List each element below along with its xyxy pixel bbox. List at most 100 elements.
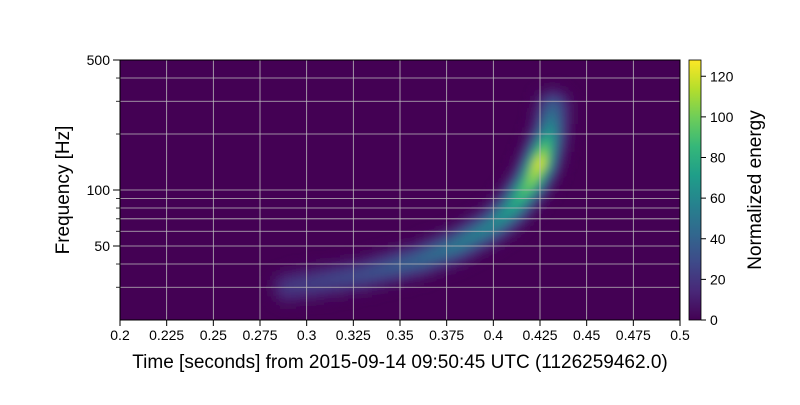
heatmap-cell [532,168,537,173]
heatmap-cell [292,300,297,305]
heatmap-cell [548,160,553,165]
heatmap-cell [484,200,489,205]
heatmap-cell [332,288,337,293]
heatmap-cell [516,224,521,229]
heatmap-cell [428,276,433,281]
heatmap-cell [484,236,489,241]
heatmap-cell [460,240,465,245]
heatmap-cell [560,116,565,121]
heatmap-cell [340,256,345,261]
heatmap-cell [372,280,377,285]
heatmap-cell [328,296,333,301]
heatmap-cell [456,228,461,233]
heatmap-cell [552,136,557,141]
heatmap-cell [572,128,577,133]
heatmap-cell [484,208,489,213]
heatmap-cell [560,92,565,97]
heatmap-cell [544,92,549,97]
heatmap-cell [388,280,393,285]
y-tick-label: 100 [87,182,111,198]
heatmap-cell [560,172,565,177]
heatmap-cell [500,216,505,221]
heatmap-cell [504,228,509,233]
heatmap-cell [432,272,437,277]
heatmap-cell [536,156,541,161]
heatmap-cell [500,224,505,229]
heatmap-cell [540,104,545,109]
heatmap-cell [532,184,537,189]
heatmap-cell [484,220,489,225]
heatmap-cell [484,252,489,257]
heatmap-cell [344,296,349,301]
heatmap-cell [420,276,425,281]
heatmap-cell [272,284,277,289]
heatmap-cell [332,264,337,269]
heatmap-cell [416,272,421,277]
heatmap-cell [528,128,533,133]
heatmap-cell [548,144,553,149]
heatmap-cell [320,280,325,285]
y-axis: 50 100 500 [87,52,120,288]
heatmap-cell [340,272,345,277]
heatmap-cell [548,112,553,117]
heatmap-cell [388,252,393,257]
heatmap-cell [364,280,369,285]
x-tick-label: 0.25 [200,327,227,343]
heatmap-cell [556,116,561,121]
heatmap-cell [540,108,545,113]
heatmap-cell [552,88,557,93]
heatmap-cell [564,160,569,165]
heatmap-cell [360,276,365,281]
heatmap-cell [544,136,549,141]
heatmap-cell [280,284,285,289]
heatmap-cell [400,240,405,245]
heatmap-cell [544,148,549,153]
heatmap-cell [296,272,301,277]
heatmap-cell [300,304,305,309]
heatmap-cell [548,104,553,109]
heatmap-cell [460,232,465,237]
heatmap-cell [568,144,573,149]
heatmap-cell [476,212,481,217]
heatmap-cell [464,260,469,265]
heatmap-cell [512,224,517,229]
heatmap-cell [524,160,529,165]
heatmap-cell [572,96,577,101]
heatmap-cell [348,256,353,261]
heatmap-cell [520,140,525,145]
heatmap-cell [324,272,329,277]
heatmap-cell [532,164,537,169]
heatmap-cell [552,160,557,165]
heatmap-cell [544,172,549,177]
heatmap-cell [436,236,441,241]
heatmap-cell [456,260,461,265]
heatmap-cell [276,268,281,273]
heatmap-cell [520,168,525,173]
heatmap-cell [460,260,465,265]
heatmap-cell [364,284,369,289]
heatmap-cell [448,228,453,233]
x-tick-label: 0.325 [336,327,371,343]
heatmap-cell [428,260,433,265]
heatmap-cell [368,268,373,273]
heatmap-cell [440,248,445,253]
heatmap-cell [372,292,377,297]
heatmap-cell [324,292,329,297]
heatmap-cell [496,240,501,245]
heatmap-cell [396,264,401,269]
heatmap-cell [344,272,349,277]
heatmap-cell [532,148,537,153]
heatmap-cell [280,272,285,277]
heatmap-cell [508,200,513,205]
heatmap-cell [276,296,281,301]
heatmap-cell [548,140,553,145]
heatmap-cell [520,228,525,233]
heatmap-cell [532,172,537,177]
heatmap-cell [532,112,537,117]
heatmap-cell [328,300,333,305]
heatmap-cell [508,192,513,197]
heatmap-cell [312,296,317,301]
colorbar-tick-label: 0 [710,312,718,328]
heatmap-cell [432,268,437,273]
